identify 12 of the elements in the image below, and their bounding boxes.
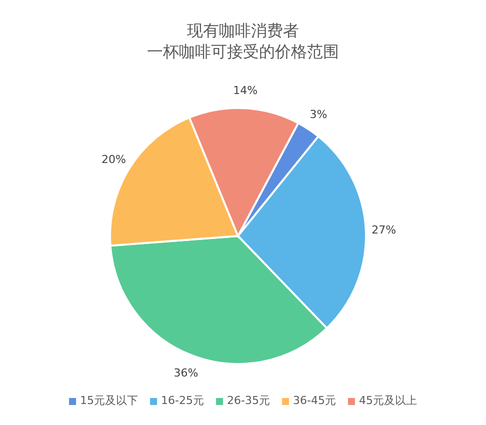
data-label: 3% [310,108,328,122]
data-label: 36% [174,366,198,380]
data-label: 27% [372,223,396,236]
chart-subtitle: 一杯咖啡可接受的价格范围 [147,42,339,61]
legend-label: 16-25元 [161,394,204,407]
legend-label: 26-35元 [227,394,270,407]
data-label: 20% [102,153,126,166]
chart-title: 现有咖啡消费者 [187,21,299,40]
data-label: 14% [233,84,258,98]
legend-label: 15元及以下 [80,394,138,407]
legend-label: 36-45元 [292,394,336,407]
legend-label: 45元及以上 [358,394,417,407]
